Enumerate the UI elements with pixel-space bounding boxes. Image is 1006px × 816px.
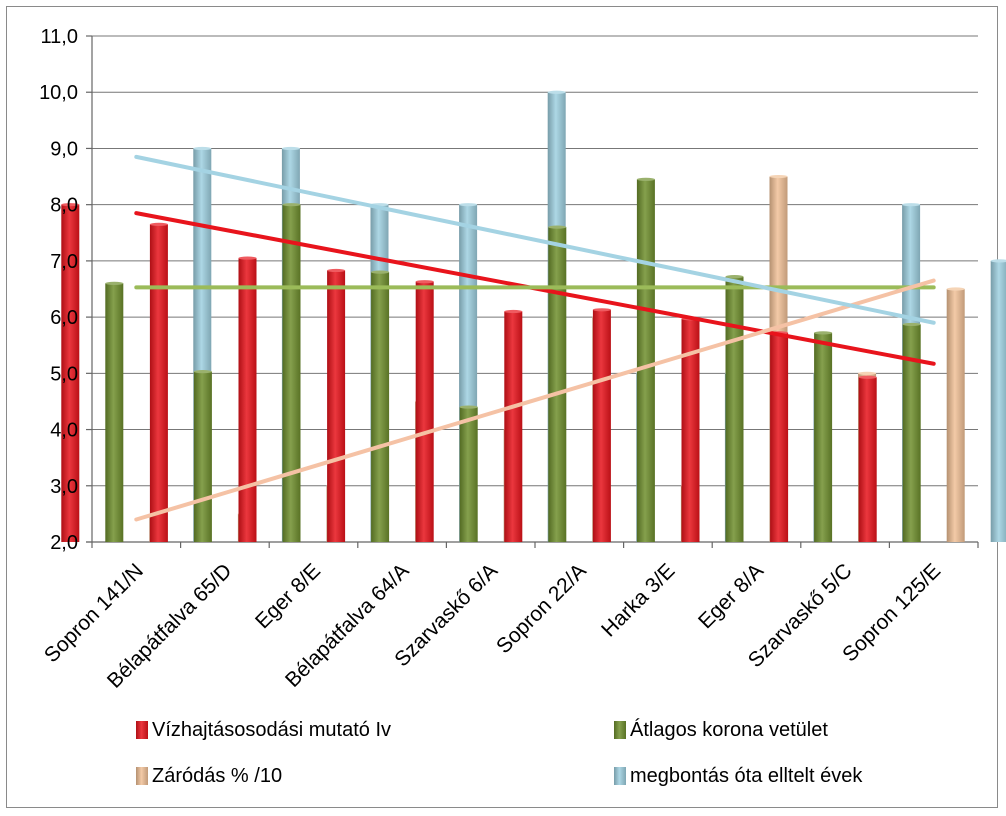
bar-vizhajtasosodasi-mutato-iv-sopron-125-e bbox=[858, 377, 877, 542]
bar-cap bbox=[636, 177, 655, 181]
legend-item-zarodas-10: Záródás % /10 bbox=[136, 765, 282, 787]
y-tick-label: 5,0 bbox=[50, 363, 78, 385]
legend-label: megbontás óta elltelt évek bbox=[630, 765, 863, 787]
bar-cap bbox=[725, 275, 744, 279]
bar-cap bbox=[902, 203, 921, 207]
bar-cap bbox=[990, 259, 1006, 263]
bar-cap bbox=[946, 287, 965, 291]
bar-cap bbox=[814, 331, 833, 335]
bar-vizhajtasosodasi-mutato-iv-harka-3-e bbox=[592, 309, 611, 542]
y-tick-label: 3,0 bbox=[50, 476, 78, 498]
bar-atlagos-korona-vetulet-sopron-125-e bbox=[902, 324, 921, 542]
legend-item-megbontas-ota-elltelt-evek: megbontás óta elltelt évek bbox=[614, 765, 863, 787]
bar-cap bbox=[548, 225, 567, 229]
y-tick-label: 4,0 bbox=[50, 420, 78, 442]
y-tick-label: 7,0 bbox=[50, 251, 78, 273]
bar-atlagos-korona-vetulet-sopron-141-n bbox=[105, 283, 124, 542]
bar-atlagos-korona-vetulet-eger-8-e bbox=[282, 204, 301, 542]
y-tick-label: 11,0 bbox=[41, 26, 78, 48]
bar-cap bbox=[415, 280, 434, 284]
legend-label: Záródás % /10 bbox=[152, 765, 282, 787]
bar-cap bbox=[371, 270, 390, 274]
bar-atlagos-korona-vetulet-belapatfalva-64-a bbox=[371, 272, 390, 542]
bar-cap bbox=[858, 375, 877, 379]
legend-label: Vízhajtásosodási mutató Iv bbox=[152, 719, 391, 741]
y-tick-label: 6,0 bbox=[50, 307, 78, 329]
bar-atlagos-korona-vetulet-szarvasko-6-a bbox=[459, 407, 478, 542]
legend-item-atlagos-korona-vetulet: Átlagos korona vetület bbox=[614, 718, 828, 741]
x-tick-label: Eger 8/A bbox=[694, 559, 768, 633]
bars bbox=[61, 90, 1006, 543]
bar-cap bbox=[281, 146, 300, 151]
trendline-zarodas-10 bbox=[134, 278, 936, 522]
bar-cap bbox=[238, 256, 257, 260]
bar-cap bbox=[193, 146, 212, 151]
legend-swatch bbox=[136, 721, 148, 739]
x-tick-label: Sopron 22/A bbox=[492, 559, 591, 658]
bar-cap bbox=[459, 405, 478, 409]
bar-cap bbox=[149, 222, 168, 226]
bar-vizhajtasosodasi-mutato-iv-sopron-22-a bbox=[504, 311, 523, 542]
y-tick-label: 9,0 bbox=[50, 138, 78, 160]
legend-label: Átlagos korona vetület bbox=[630, 718, 828, 741]
bar-cap bbox=[858, 371, 877, 375]
bar-cap bbox=[547, 90, 566, 94]
bar-cap bbox=[769, 174, 788, 179]
x-tick-label: Harka 3/E bbox=[597, 559, 679, 641]
legend-item-vizhajtasosodasi-mutato-iv: Vízhajtásosodási mutató Iv bbox=[136, 719, 391, 741]
bar-atlagos-korona-vetulet-belapatfalva-65-d bbox=[193, 371, 212, 542]
bar-atlagos-korona-vetulet-szarvasko-5-c bbox=[814, 332, 833, 542]
bar-cap bbox=[327, 268, 346, 273]
bar-cap bbox=[105, 281, 124, 285]
trendlines bbox=[134, 154, 936, 522]
bar-megbontas-ota-elltelt-evek-sopron-125-e bbox=[990, 260, 1006, 542]
legend-swatch bbox=[614, 767, 626, 785]
y-tick-label: 10,0 bbox=[39, 82, 78, 104]
bar-cap bbox=[504, 309, 523, 314]
bar-vizhajtasosodasi-mutato-iv-sopron-141-n bbox=[61, 204, 80, 542]
bar-cap bbox=[902, 322, 921, 327]
bar-cap bbox=[61, 203, 80, 207]
grid bbox=[92, 35, 978, 487]
bar-atlagos-korona-vetulet-sopron-22-a bbox=[548, 227, 567, 542]
x-tick-label: Eger 8/E bbox=[251, 559, 325, 633]
legend-swatch bbox=[614, 721, 626, 739]
bar-vizhajtasosodasi-mutato-iv-szarvasko-6-a bbox=[415, 281, 434, 542]
bar-cap bbox=[193, 370, 212, 374]
bar-atlagos-korona-vetulet-eger-8-a bbox=[725, 276, 744, 542]
bar-vizhajtasosodasi-mutato-iv-eger-8-a bbox=[681, 318, 700, 542]
bar-vizhajtasosodasi-mutato-iv-belapatfalva-65-d bbox=[149, 224, 168, 542]
bar-cap bbox=[459, 203, 478, 207]
y-tick-label: 2,0 bbox=[50, 532, 78, 554]
bar-cap bbox=[282, 203, 301, 207]
y-tick-label: 8,0 bbox=[50, 195, 78, 217]
bar-vizhajtasosodasi-mutato-iv-belapatfalva-64-a bbox=[327, 270, 346, 542]
bar-atlagos-korona-vetulet-harka-3-e bbox=[636, 179, 655, 542]
bar-cap bbox=[592, 308, 611, 312]
bar-zarodas-10-sopron-125-e bbox=[946, 289, 965, 542]
bar-vizhajtasosodasi-mutato-iv-eger-8-e bbox=[238, 258, 257, 542]
axes bbox=[86, 35, 979, 548]
trendline-megbontas-ota-elltelt-evek bbox=[134, 154, 936, 325]
legend-swatch bbox=[136, 767, 148, 785]
bar-vizhajtasosodasi-mutato-iv-szarvasko-5-c bbox=[770, 332, 789, 542]
legend: Vízhajtásosodási mutató Iv Átlagos korona… bbox=[136, 718, 863, 787]
